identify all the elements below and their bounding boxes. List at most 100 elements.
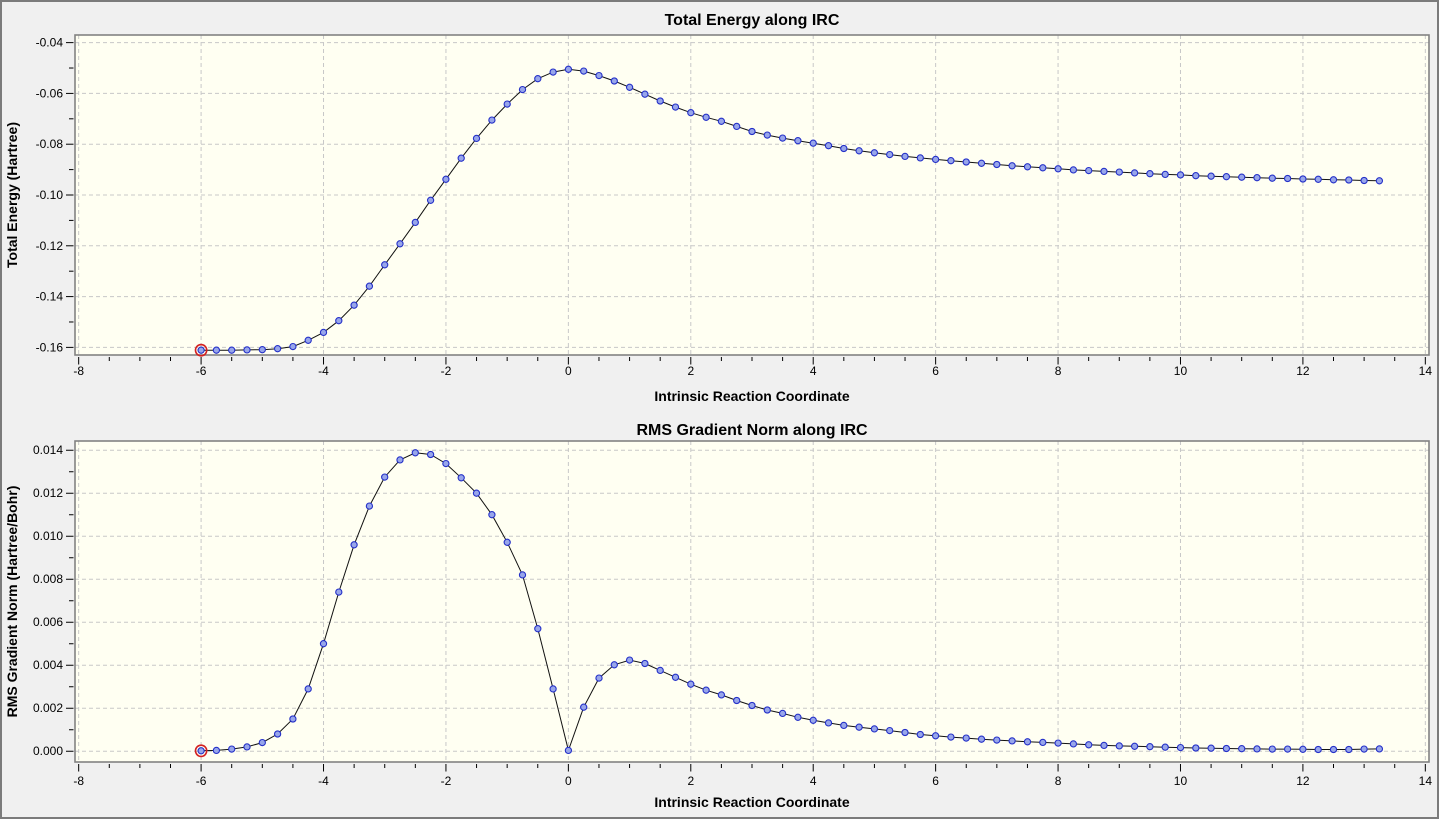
- data-point[interactable]: [778, 709, 787, 718]
- data-point[interactable]: [687, 109, 695, 117]
- data-point[interactable]: [258, 738, 266, 747]
- data-point[interactable]: [916, 154, 924, 162]
- data-point[interactable]: [381, 473, 389, 481]
- data-point[interactable]: [840, 721, 848, 730]
- data-point[interactable]: [1329, 176, 1338, 184]
- data-point[interactable]: [1238, 173, 1246, 181]
- data-point[interactable]: [610, 77, 618, 85]
- data-point[interactable]: [687, 680, 695, 688]
- data-point[interactable]: [824, 719, 833, 727]
- data-point[interactable]: [901, 728, 909, 737]
- data-point[interactable]: [289, 342, 297, 351]
- data-point[interactable]: [472, 134, 481, 143]
- data-point[interactable]: [1161, 170, 1169, 179]
- data-point[interactable]: [1039, 738, 1047, 747]
- data-point[interactable]: [1283, 745, 1292, 753]
- data-point[interactable]: [411, 218, 419, 227]
- data-point[interactable]: [656, 97, 664, 105]
- data-point[interactable]: [503, 538, 511, 546]
- data-point[interactable]: [717, 117, 726, 125]
- data-point[interactable]: [794, 137, 802, 145]
- data-point[interactable]: [518, 85, 527, 94]
- data-point[interactable]: [580, 703, 588, 711]
- data-point[interactable]: [564, 65, 573, 73]
- data-point[interactable]: [1283, 174, 1292, 183]
- data-point[interactable]: [993, 160, 1001, 169]
- data-point[interactable]: [1039, 164, 1047, 172]
- data-point[interactable]: [702, 686, 710, 694]
- data-point[interactable]: [962, 158, 970, 166]
- data-point[interactable]: [381, 261, 389, 269]
- data-point[interactable]: [748, 701, 756, 710]
- data-point[interactable]: [809, 716, 817, 724]
- data-point[interactable]: [794, 713, 802, 721]
- data-point[interactable]: [426, 450, 435, 459]
- data-point[interactable]: [197, 747, 205, 755]
- data-point[interactable]: [1100, 741, 1108, 750]
- data-point[interactable]: [1115, 168, 1123, 176]
- data-point[interactable]: [273, 730, 282, 738]
- data-point[interactable]: [289, 715, 297, 723]
- data-point[interactable]: [870, 149, 879, 157]
- data-point[interactable]: [534, 625, 542, 633]
- data-point[interactable]: [1253, 745, 1261, 753]
- data-point[interactable]: [1345, 176, 1353, 184]
- data-point[interactable]: [1023, 738, 1032, 746]
- data-point[interactable]: [1299, 745, 1307, 753]
- data-point[interactable]: [1115, 742, 1123, 750]
- data-point[interactable]: [1314, 745, 1322, 754]
- data-point[interactable]: [350, 301, 358, 309]
- data-point[interactable]: [824, 142, 833, 150]
- data-point[interactable]: [931, 155, 940, 164]
- data-point[interactable]: [656, 666, 664, 675]
- data-point[interactable]: [580, 67, 588, 75]
- data-point[interactable]: [1207, 172, 1215, 180]
- data-point[interactable]: [319, 640, 328, 648]
- data-point[interactable]: [733, 696, 741, 705]
- data-point[interactable]: [304, 336, 312, 344]
- data-point[interactable]: [212, 346, 221, 354]
- data-point[interactable]: [396, 240, 404, 248]
- data-point[interactable]: [595, 71, 603, 80]
- data-point[interactable]: [1146, 170, 1154, 178]
- data-point[interactable]: [916, 730, 924, 739]
- data-point[interactable]: [1222, 173, 1231, 181]
- data-point[interactable]: [1100, 167, 1108, 176]
- data-point[interactable]: [335, 317, 343, 325]
- data-point[interactable]: [1085, 166, 1093, 175]
- data-point[interactable]: [1345, 745, 1353, 754]
- data-point[interactable]: [212, 746, 221, 755]
- data-point[interactable]: [1176, 171, 1185, 179]
- data-point[interactable]: [1299, 175, 1307, 183]
- data-point[interactable]: [1192, 172, 1200, 180]
- data-point[interactable]: [228, 745, 236, 753]
- data-point[interactable]: [1008, 737, 1016, 745]
- data-point[interactable]: [748, 127, 756, 136]
- data-point[interactable]: [1161, 743, 1169, 751]
- data-point[interactable]: [1375, 745, 1384, 753]
- data-point[interactable]: [1085, 741, 1093, 749]
- data-point[interactable]: [977, 735, 986, 743]
- data-point[interactable]: [1130, 169, 1139, 177]
- data-point[interactable]: [717, 691, 726, 699]
- data-point[interactable]: [763, 131, 771, 139]
- data-point[interactable]: [840, 144, 848, 153]
- data-point[interactable]: [1268, 174, 1276, 182]
- data-point[interactable]: [457, 474, 465, 482]
- data-point[interactable]: [778, 134, 787, 142]
- data-point[interactable]: [809, 139, 817, 147]
- data-point[interactable]: [472, 489, 481, 497]
- data-point[interactable]: [197, 346, 205, 354]
- data-point[interactable]: [993, 736, 1001, 744]
- data-point[interactable]: [1130, 742, 1139, 750]
- data-point[interactable]: [1008, 162, 1016, 170]
- data-point[interactable]: [488, 511, 496, 519]
- data-point[interactable]: [335, 588, 343, 596]
- data-point[interactable]: [1375, 177, 1384, 185]
- data-point[interactable]: [396, 456, 404, 464]
- data-point[interactable]: [855, 723, 863, 731]
- selected-point-marker[interactable]: [194, 744, 208, 758]
- data-point[interactable]: [625, 83, 634, 91]
- data-point[interactable]: [365, 282, 374, 290]
- data-point[interactable]: [870, 725, 879, 733]
